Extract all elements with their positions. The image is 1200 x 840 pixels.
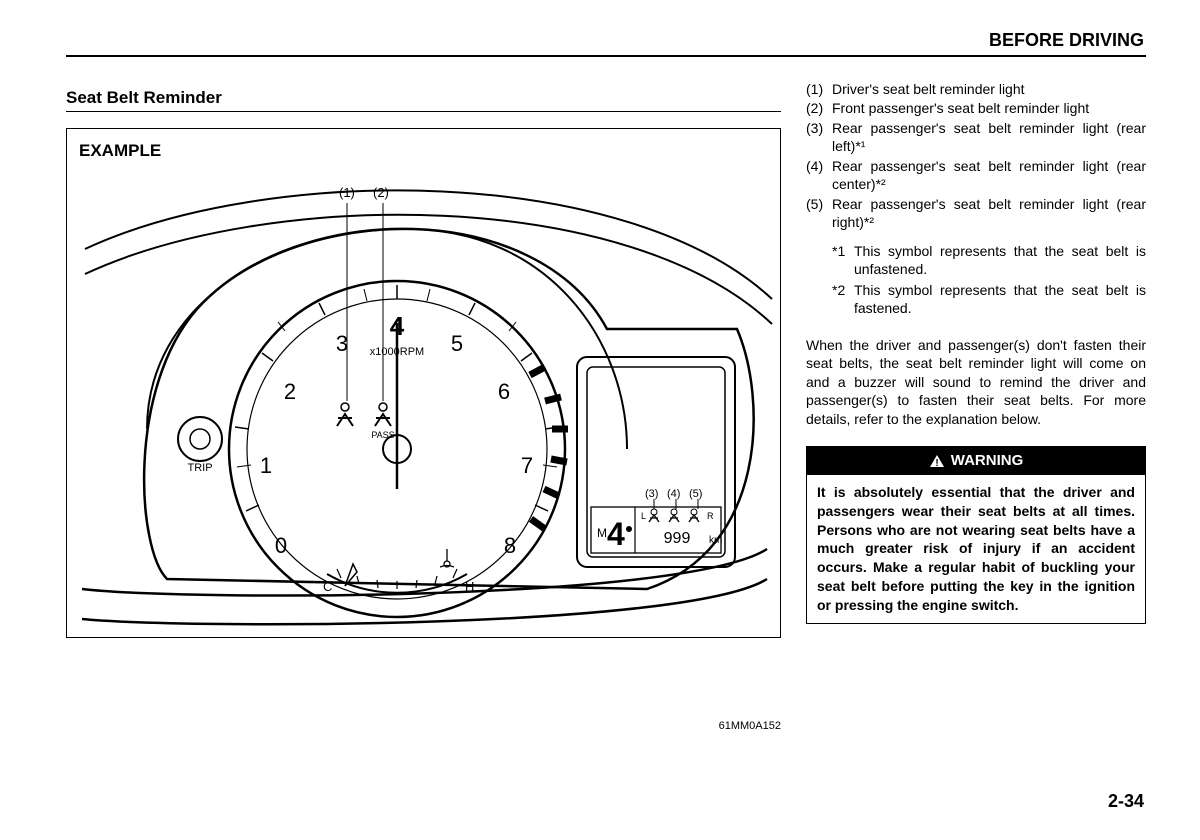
page-header: BEFORE DRIVING (989, 30, 1144, 51)
warning-header: ! WARNING (807, 447, 1145, 475)
legend-num: (3) (806, 119, 832, 156)
right-column: (1)Driver's seat belt reminder light (2)… (806, 80, 1146, 624)
svg-text:PASS: PASS (371, 430, 394, 440)
svg-text:5: 5 (451, 331, 463, 356)
svg-text:R: R (707, 511, 714, 521)
svg-text:0: 0 (275, 533, 287, 558)
footnote-num: *2 (832, 281, 854, 318)
info-display: M 4 L R 999 km (3) (4) (5) (577, 357, 735, 567)
warning-title: WARNING (951, 451, 1024, 471)
svg-text:(3): (3) (645, 488, 658, 500)
page-number: 2-34 (1108, 791, 1144, 812)
tachometer: 0 1 2 3 4 5 6 7 8 x1000RPM (229, 281, 568, 617)
footnotes: *1This symbol represents that the seat b… (832, 242, 1146, 318)
svg-text:2: 2 (284, 379, 296, 404)
diagram-box: EXAMPLE TRIP (66, 128, 781, 638)
legend-text: Driver's seat belt reminder light (832, 80, 1146, 98)
warning-box: ! WARNING It is absolutely essential tha… (806, 446, 1146, 624)
svg-text:(2): (2) (373, 185, 389, 200)
svg-text:!: ! (935, 458, 938, 468)
body-paragraph: When the driver and passenger(s) don't f… (806, 336, 1146, 428)
legend-list: (1)Driver's seat belt reminder light (2)… (806, 80, 1146, 232)
legend-num: (2) (806, 99, 832, 117)
section-title: Seat Belt Reminder (66, 88, 781, 112)
svg-text:L: L (641, 511, 646, 521)
svg-text:(1): (1) (339, 185, 355, 200)
legend-text: Rear passenger's seat belt reminder ligh… (832, 157, 1146, 194)
svg-text:C: C (323, 579, 332, 594)
svg-text:4: 4 (607, 516, 625, 552)
legend-text: Rear passenger's seat belt reminder ligh… (832, 195, 1146, 232)
driver-seatbelt-icon (337, 403, 353, 426)
warning-triangle-icon: ! (929, 454, 945, 468)
svg-text:(5): (5) (689, 488, 702, 500)
header-rule (66, 55, 1146, 57)
legend-text: Front passenger's seat belt reminder lig… (832, 99, 1146, 117)
footnote-text: This symbol represents that the seat bel… (854, 242, 1146, 279)
figure-code: 61MM0A152 (719, 720, 781, 732)
svg-text:(4): (4) (667, 488, 680, 500)
svg-text:999: 999 (664, 530, 691, 547)
svg-text:8: 8 (504, 533, 516, 558)
footnote-text: This symbol represents that the seat bel… (854, 281, 1146, 318)
left-column: Seat Belt Reminder EXAMPLE TRIP (66, 88, 781, 638)
warning-body: It is absolutely essential that the driv… (807, 475, 1145, 623)
svg-text:6: 6 (498, 379, 510, 404)
legend-num: (1) (806, 80, 832, 98)
trip-label: TRIP (187, 462, 212, 474)
svg-text:H: H (465, 579, 474, 594)
footnote-num: *1 (832, 242, 854, 279)
svg-text:M: M (597, 526, 607, 540)
passenger-seatbelt-icon: PASS (371, 403, 394, 440)
instrument-cluster-diagram: TRIP 0 1 2 3 4 5 6 7 8 x1000RPM (67, 129, 782, 639)
svg-text:7: 7 (521, 453, 533, 478)
svg-text:1: 1 (260, 453, 272, 478)
legend-num: (4) (806, 157, 832, 194)
legend-num: (5) (806, 195, 832, 232)
legend-text: Rear passenger's seat belt reminder ligh… (832, 119, 1146, 156)
svg-text:3: 3 (336, 331, 348, 356)
svg-text:km: km (709, 535, 722, 546)
